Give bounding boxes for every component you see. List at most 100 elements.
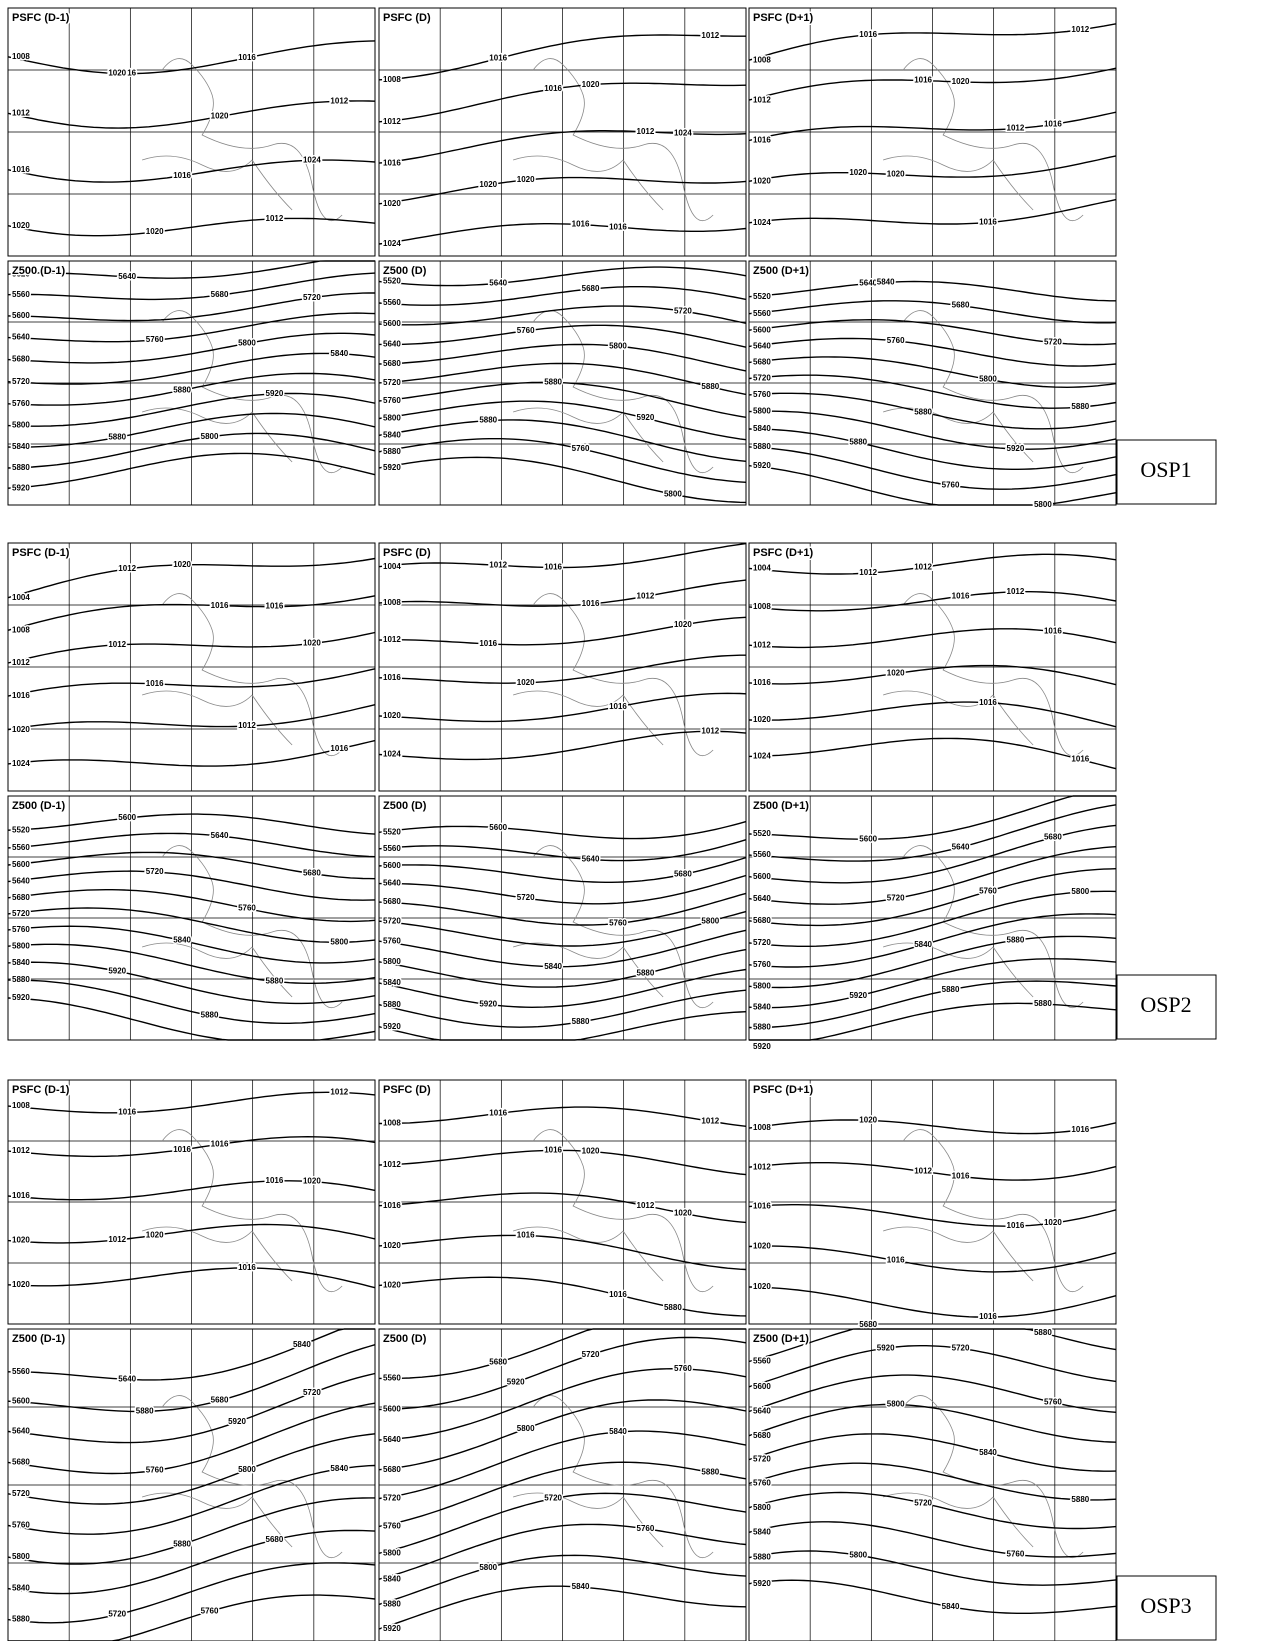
contour-label: 1016 [609, 222, 627, 231]
contour-label: 5720 [753, 1455, 771, 1464]
contour-label: 5560 [753, 850, 771, 859]
contour-label: 5880 [479, 416, 497, 425]
contour-label: 5720 [1044, 338, 1062, 347]
contour-label: 5640 [383, 879, 401, 888]
contour-label: 1012 [12, 658, 30, 667]
contour-label: 5720 [12, 1489, 30, 1498]
contour-label: 1016 [383, 158, 401, 167]
contour-label: 1024 [753, 751, 771, 760]
contour-label: 5600 [383, 319, 401, 328]
contour-label: 5760 [383, 1521, 401, 1530]
panel-title: PSFC (D-1) [12, 547, 70, 559]
map-panel: 1008101210161020102410161020101610201016… [749, 8, 1116, 256]
contour-label: 5640 [753, 1407, 771, 1416]
contour-label: 1012 [637, 127, 655, 136]
contour-label: 5920 [1007, 444, 1025, 453]
contour-label: 5520 [383, 277, 401, 286]
contour-label: 5760 [146, 1466, 164, 1475]
contour-label: 5800 [887, 1400, 905, 1409]
contour-label: 5840 [330, 1464, 348, 1473]
contour-label: 1024 [12, 759, 30, 768]
contour-label: 5680 [952, 301, 970, 310]
contour-label: 5760 [201, 1607, 219, 1616]
contour-label: 5760 [1007, 1550, 1025, 1559]
contour-label: 5880 [383, 1000, 401, 1009]
contour-label: 5680 [211, 1396, 229, 1405]
contour-label: 1012 [12, 1146, 30, 1155]
contour-label: 1012 [914, 1167, 932, 1176]
contour-label: 1012 [489, 560, 507, 569]
contour-label: 5880 [1071, 402, 1089, 411]
contour-label: 1020 [952, 77, 970, 86]
contour-label: 1016 [211, 1139, 229, 1148]
contour-label: 5720 [383, 378, 401, 387]
contour-label: 5760 [383, 936, 401, 945]
contour-label: 5720 [582, 1350, 600, 1359]
contour-label: 1020 [582, 80, 600, 89]
contour-label: 1012 [330, 96, 348, 105]
contour-label: 1020 [303, 639, 321, 648]
contour-label: 1020 [146, 227, 164, 236]
contour-label: 5840 [12, 442, 30, 451]
contour-label: 5760 [753, 1479, 771, 1488]
contour-label: 5800 [753, 1503, 771, 1512]
contour-label: 5880 [108, 433, 126, 442]
contour-label: 5680 [383, 897, 401, 906]
contour-label: 1012 [1007, 587, 1025, 596]
panel-title: PSFC (D+1) [753, 1084, 814, 1096]
contour-label: 5640 [383, 340, 401, 349]
contour-label: 5680 [383, 359, 401, 368]
contour-label: 1016 [12, 691, 30, 700]
contour-label: 1016 [489, 1109, 507, 1118]
contour-label: 5800 [12, 1552, 30, 1561]
contour-label: 1012 [753, 1162, 771, 1171]
contour-label: 1020 [146, 1230, 164, 1239]
contour-label: 1020 [1044, 1218, 1062, 1227]
contour-label: 5800 [1071, 887, 1089, 896]
contour-label: 5840 [753, 1002, 771, 1011]
contour-label: 5680 [582, 284, 600, 293]
contour-label: 5720 [383, 916, 401, 925]
contour-label: 1016 [979, 218, 997, 227]
group-label: OSP1 [1140, 457, 1191, 482]
contour-label: 5880 [914, 407, 932, 416]
contour-label: 1016 [479, 639, 497, 648]
contour-label: 5720 [887, 894, 905, 903]
map-panel: 1008101210161020102010161016102010201016… [8, 1080, 375, 1324]
contour-label: 1020 [383, 1241, 401, 1250]
contour-label: 1020 [582, 1147, 600, 1156]
contour-label: 1012 [383, 1160, 401, 1169]
contour-label: 5640 [859, 279, 877, 288]
contour-label: 1016 [1007, 1221, 1025, 1230]
contour-label: 5680 [12, 1458, 30, 1467]
contour-label: 5760 [637, 1524, 655, 1533]
contour-label: 5800 [383, 1548, 401, 1557]
map-panel: 5520556056005640568057205760580058405880… [749, 261, 1116, 509]
contour-label: 1016 [544, 1145, 562, 1154]
contour-label: 1020 [383, 1281, 401, 1290]
contour-label: 5680 [753, 916, 771, 925]
contour-label: 5800 [1034, 500, 1052, 509]
contour-label: 1016 [238, 53, 256, 62]
contour-label: 5720 [952, 1344, 970, 1353]
contour-label: 5840 [753, 1527, 771, 1536]
contour-label: 5600 [383, 1405, 401, 1414]
contour-label: 1016 [146, 679, 164, 688]
contour-label: 1008 [753, 1123, 771, 1132]
contour-label: 1012 [701, 726, 719, 735]
contour-label: 5880 [753, 1553, 771, 1562]
contour-label: 1016 [489, 54, 507, 63]
contour-label: 1008 [12, 52, 30, 61]
contour-label: 5600 [859, 834, 877, 843]
contour-label: 5520 [12, 825, 30, 834]
contour-label: 1020 [12, 1280, 30, 1289]
contour-label: 5800 [12, 421, 30, 430]
contour-label: 5800 [383, 414, 401, 423]
contour-label: 5760 [1044, 1397, 1062, 1406]
contour-label: 5760 [753, 390, 771, 399]
contour-label: 5920 [753, 1579, 771, 1588]
contour-label: 5720 [544, 1494, 562, 1503]
contour-label: 5800 [753, 981, 771, 990]
contour-label: 1020 [753, 1282, 771, 1291]
contour-label: 5880 [1007, 935, 1025, 944]
